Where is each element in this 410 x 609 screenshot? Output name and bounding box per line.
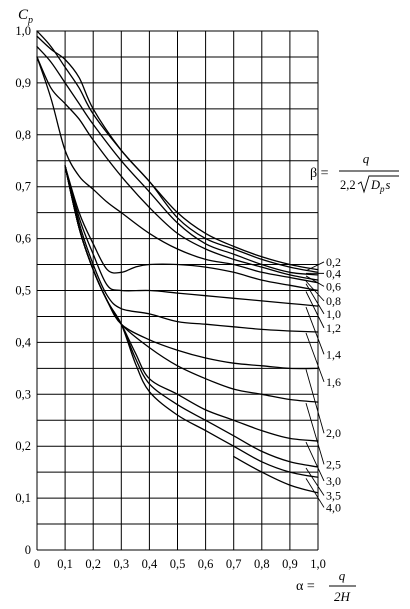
leader-line (305, 261, 325, 272)
curve-beta-0-4 (36, 35, 319, 273)
curves (36, 30, 319, 494)
leader-line (305, 332, 325, 382)
x-tick-label: 0,5 (170, 557, 186, 571)
beta-formula: β = q 2,2 Dps (310, 151, 399, 194)
curve-label: 1,6 (326, 375, 341, 389)
alpha-symbol: α = (296, 579, 315, 594)
curve-label: 0,8 (326, 294, 341, 308)
y-tick-label: 0,4 (15, 335, 31, 349)
x-tick-label: 0,7 (226, 557, 242, 571)
leader-line (305, 402, 325, 465)
alpha-numerator: q (339, 568, 346, 583)
x-tick-label: 0,4 (142, 557, 158, 571)
beta-symbol: β = (310, 166, 329, 181)
y-tick-label: 0,7 (15, 180, 31, 194)
curve-beta-0-8 (36, 56, 319, 281)
leader-line (305, 306, 325, 355)
alpha-denominator: 2H (334, 589, 351, 604)
curve-label: 1,4 (326, 347, 341, 361)
curve-label: 0,2 (326, 255, 341, 269)
leader-line (305, 275, 325, 287)
leader-line (305, 280, 325, 302)
curve-label: 2,5 (326, 457, 341, 471)
y-tick-label: 0,8 (15, 128, 31, 142)
curve-label: 2,0 (326, 426, 341, 440)
leader-line (305, 283, 325, 315)
sqrt-sign (357, 175, 399, 194)
leader-line (305, 291, 325, 329)
y-tick-label: 0,1 (15, 491, 31, 505)
leader-line (305, 369, 325, 434)
y-tick-label: 0 (25, 543, 31, 557)
x-tick-label: 0,9 (282, 557, 298, 571)
curve-beta-1-4 (64, 165, 319, 307)
x-tick-labels: 0 0,1 0,2 0,3 0,4 0,5 0,6 0,7 0,8 0,9 1,0 (34, 557, 326, 571)
y-tick-label: 0,9 (15, 76, 31, 90)
beta-den-root: Dps (370, 178, 391, 194)
curve-label: 1,2 (326, 321, 341, 335)
beta-numerator: q (363, 151, 370, 166)
x-tick-label: 0 (34, 557, 40, 571)
grid (36, 30, 319, 551)
curve-label: 3,5 (326, 489, 341, 503)
y-tick-label: 0,5 (15, 284, 31, 298)
curve-label: 1,0 (326, 307, 341, 321)
curve-beta-1-2 (64, 165, 319, 292)
x-tick-label: 0,2 (85, 557, 101, 571)
x-tick-label: 0,1 (57, 557, 73, 571)
y-tick-label: 1,0 (15, 24, 31, 38)
curve-beta-2-0 (64, 165, 319, 370)
y-tick-label: 0,6 (15, 232, 31, 246)
curve-beta-4-0 (64, 165, 319, 478)
y-axis-label: Cp (18, 7, 33, 26)
leader-line (305, 478, 325, 508)
curve-label: 0,6 (326, 279, 341, 293)
curve-leaders (305, 261, 325, 508)
x-tick-label: 1,0 (310, 557, 326, 571)
curve-label: 4,0 (326, 500, 341, 514)
y-tick-labels: 0 0,1 0,2 0,3 0,4 0,5 0,6 0,7 0,8 0,9 1,0 (15, 24, 31, 557)
curve-extra (233, 455, 319, 494)
curve-beta-3-0 (64, 165, 319, 442)
beta-den-coef: 2,2 (340, 178, 356, 192)
x-tick-label: 0,6 (198, 557, 214, 571)
x-axis-label: α = q 2H (296, 568, 356, 604)
curve-labels: 0,20,40,60,81,01,2 1,4 1,6 2,0 2,5 3,03,54,0 (326, 255, 341, 514)
curve-beta-0-6 (36, 45, 319, 276)
y-tick-label: 0,2 (15, 439, 31, 453)
curve-beta-1-0 (36, 56, 319, 284)
curve-beta-1-6 (64, 165, 319, 333)
leader-line (305, 467, 325, 496)
y-tick-label: 0,3 (15, 387, 31, 401)
curve-label: 0,4 (326, 266, 341, 280)
leader-line (305, 441, 325, 482)
curve-label: 3,0 (326, 474, 341, 488)
x-tick-label: 0,8 (254, 557, 270, 571)
x-tick-label: 0,3 (113, 557, 129, 571)
